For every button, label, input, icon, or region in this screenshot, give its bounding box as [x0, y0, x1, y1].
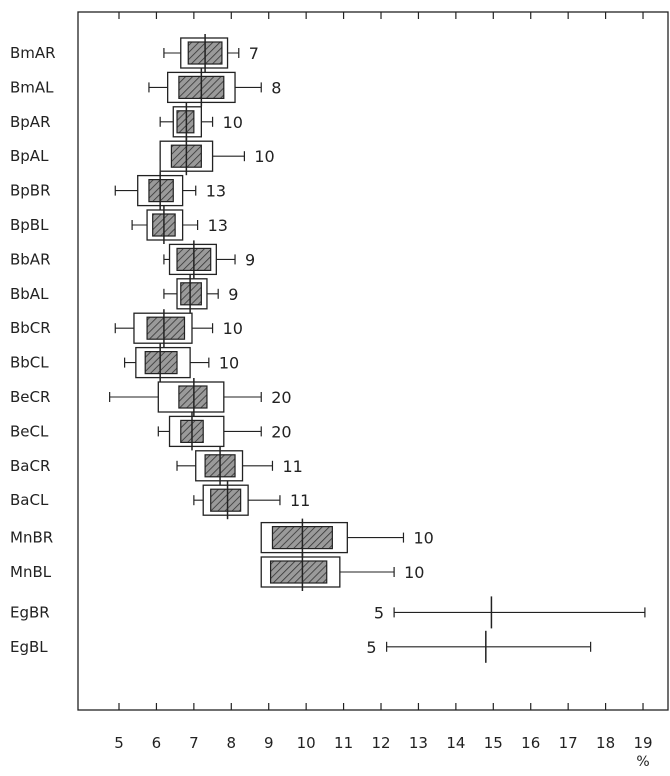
sample-size-label: 13: [206, 182, 226, 201]
category-label: BpBR: [10, 182, 51, 200]
x-tick-label: 5: [114, 734, 124, 752]
category-label: BaCL: [10, 491, 49, 509]
sample-size-label: 10: [223, 319, 243, 338]
category-label: EgBL: [10, 638, 48, 656]
box-row: BpBR 13: [10, 171, 226, 210]
sample-size-label: 10: [413, 529, 433, 548]
box-row: BaCL 11: [10, 481, 310, 520]
sample-size-label: 7: [249, 44, 259, 63]
box-row: BpBL 13: [10, 206, 228, 244]
inner-box: [148, 179, 174, 203]
x-tick-label: 16: [521, 734, 540, 752]
box-row: BpAR 10: [10, 102, 243, 141]
box-row: BbAL 9: [10, 274, 238, 313]
x-tick-label: 10: [297, 734, 316, 752]
sample-size-label: 10: [404, 563, 424, 582]
x-tick-label: 18: [596, 734, 615, 752]
category-label: BeCR: [10, 388, 50, 406]
box-row: BeCR 20: [10, 378, 292, 416]
inner-box: [178, 385, 208, 409]
box-row: BaCR 11: [10, 446, 303, 485]
category-label: BbAL: [10, 285, 49, 303]
box-row: EgBL 5: [10, 630, 592, 663]
sample-size-label: 20: [271, 422, 291, 441]
category-label: BeCL: [10, 422, 49, 440]
inner-box: [146, 316, 186, 340]
box-row: BbCL 10: [10, 343, 239, 382]
x-tick-label: 11: [334, 734, 353, 752]
x-tick-label: 17: [559, 734, 578, 752]
category-label: MnBR: [10, 529, 53, 547]
x-tick-label: 13: [409, 734, 428, 752]
box-row: BeCL 20: [10, 412, 292, 451]
box-row: BmAL 8: [10, 68, 281, 107]
box-row: BpAL 10: [10, 137, 275, 176]
x-tick-label: 19: [633, 734, 652, 752]
sample-size-label: 11: [282, 457, 302, 476]
x-tick-labels: 5 6 7 8 9 10 11 12 13 14 15 16 17 18 19: [114, 734, 652, 752]
sample-size-label: 9: [228, 285, 238, 304]
box-row: BmAR 7: [10, 34, 259, 72]
inner-box: [180, 282, 202, 306]
sample-size-label: 11: [290, 491, 310, 510]
sample-size-label: 8: [271, 78, 281, 97]
category-label: BmAR: [10, 44, 56, 62]
sample-size-label: 9: [245, 250, 255, 269]
inner-box: [144, 351, 178, 375]
top-ticks: [118, 12, 644, 19]
x-tick-label: 14: [446, 734, 465, 752]
category-label: MnBL: [10, 563, 52, 581]
sample-size-label: 5: [374, 603, 384, 622]
category-label: BmAL: [10, 78, 54, 96]
x-tick-label: 15: [484, 734, 503, 752]
sample-size-label: 5: [366, 638, 376, 657]
box-row: BbAR 9: [10, 240, 255, 279]
category-label: BpAR: [10, 113, 51, 131]
sample-size-label: 13: [208, 216, 228, 235]
sample-size-label: 10: [223, 113, 243, 132]
x-tick-label: 7: [189, 734, 199, 752]
box-row: EgBR 5: [10, 596, 646, 629]
category-label: BaCR: [10, 457, 50, 475]
category-label: BbAR: [10, 250, 51, 268]
bottom-ticks: [118, 703, 644, 710]
x-tick-label: 9: [264, 734, 274, 752]
category-label: BpAL: [10, 147, 49, 165]
plot-frame: [77, 11, 669, 711]
box-row: MnBR 10: [10, 518, 434, 557]
category-label: BbCR: [10, 319, 51, 337]
x-tick-label: 8: [227, 734, 237, 752]
inner-box: [210, 488, 242, 512]
box-row: BbCR 10: [10, 309, 243, 348]
sample-size-label: 10: [219, 354, 239, 373]
x-tick-label: 6: [152, 734, 162, 752]
inner-box: [269, 560, 328, 584]
sample-size-label: 10: [254, 147, 274, 166]
x-tick-label: 12: [371, 734, 390, 752]
category-label: BbCL: [10, 354, 49, 372]
inner-box: [176, 110, 195, 134]
category-label: BpBL: [10, 216, 49, 234]
sample-size-label: 20: [271, 388, 291, 407]
category-label: EgBR: [10, 603, 50, 621]
box-row: MnBL 10: [10, 553, 424, 591]
x-axis-unit-label: %: [636, 754, 649, 770]
